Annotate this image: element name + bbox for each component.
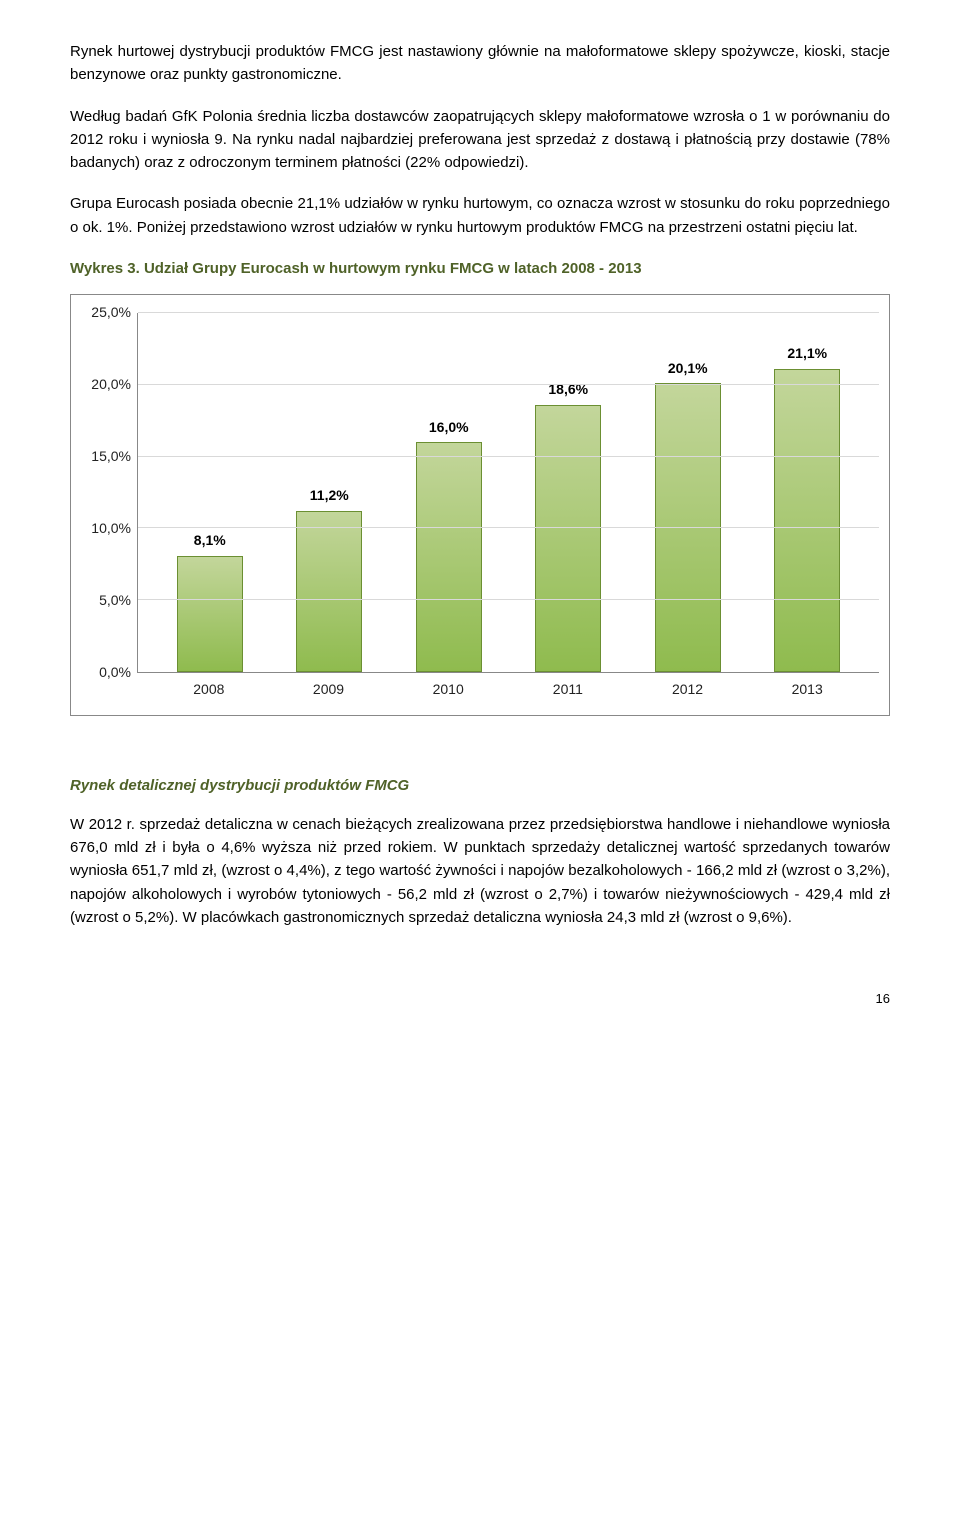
chart-bar-column: 8,1% [150, 313, 270, 672]
section-title: Rynek detalicznej dystrybucji produktów … [70, 774, 890, 797]
chart-gridline [138, 599, 879, 600]
chart-x-label: 2012 [628, 679, 748, 701]
chart-bar-value-label: 8,1% [194, 530, 226, 552]
chart-bar-value-label: 21,1% [787, 343, 827, 365]
chart-bar-column: 18,6% [509, 313, 629, 672]
chart-bar-value-label: 20,1% [668, 358, 708, 380]
chart-x-label: 2010 [388, 679, 508, 701]
chart-x-axis: 200820092010201120122013 [137, 673, 879, 701]
chart-x-label: 2013 [747, 679, 867, 701]
chart-bar-value-label: 16,0% [429, 417, 469, 439]
chart-y-tick: 25,0% [91, 302, 131, 324]
chart-bar [416, 442, 482, 672]
chart-y-tick: 10,0% [91, 518, 131, 540]
chart-y-tick: 20,0% [91, 374, 131, 396]
chart-bar-column: 21,1% [748, 313, 868, 672]
paragraph-3: Grupa Eurocash posiada obecnie 21,1% udz… [70, 192, 890, 239]
chart-x-label: 2011 [508, 679, 628, 701]
chart-plot: 8,1% 11,2% 16,0% 18,6% 20,1% 21,1% [137, 313, 879, 673]
chart-y-axis: 0,0%5,0%10,0%15,0%20,0%25,0% [81, 313, 137, 673]
chart-bar [535, 405, 601, 672]
chart-bar-column: 16,0% [389, 313, 509, 672]
chart-bars: 8,1% 11,2% 16,0% 18,6% 20,1% 21,1% [138, 313, 879, 672]
chart-bar-column: 20,1% [628, 313, 748, 672]
paragraph-2: Według badań GfK Polonia średnia liczba … [70, 105, 890, 175]
chart-y-tick: 15,0% [91, 446, 131, 468]
chart-title: Wykres 3. Udział Grupy Eurocash w hurtow… [70, 257, 890, 280]
chart-gridline [138, 527, 879, 528]
page-number: 16 [70, 989, 890, 1009]
chart-plot-area: 0,0%5,0%10,0%15,0%20,0%25,0% 8,1%11,2%16… [81, 313, 879, 673]
chart-bar-value-label: 11,2% [310, 485, 349, 507]
chart-bar-column: 11,2% [270, 313, 390, 672]
chart-y-tick: 0,0% [99, 662, 131, 684]
chart-bar [177, 556, 243, 672]
chart-gridline [138, 384, 879, 385]
chart-y-tick: 5,0% [99, 590, 131, 612]
paragraph-1: Rynek hurtowej dystrybucji produktów FMC… [70, 40, 890, 87]
chart-x-label: 2009 [269, 679, 389, 701]
chart-bar-value-label: 18,6% [548, 379, 588, 401]
chart-bar [774, 369, 840, 672]
paragraph-4: W 2012 r. sprzedaż detaliczna w cenach b… [70, 813, 890, 929]
chart-container: 0,0% 5,0% 10,0% 15,0% 20,0% 25,0% 8,1% 11,2% 16… [70, 294, 890, 716]
chart-bar [296, 511, 362, 672]
chart-gridline [138, 456, 879, 457]
chart-gridline [138, 312, 879, 313]
chart-x-label: 2008 [149, 679, 269, 701]
